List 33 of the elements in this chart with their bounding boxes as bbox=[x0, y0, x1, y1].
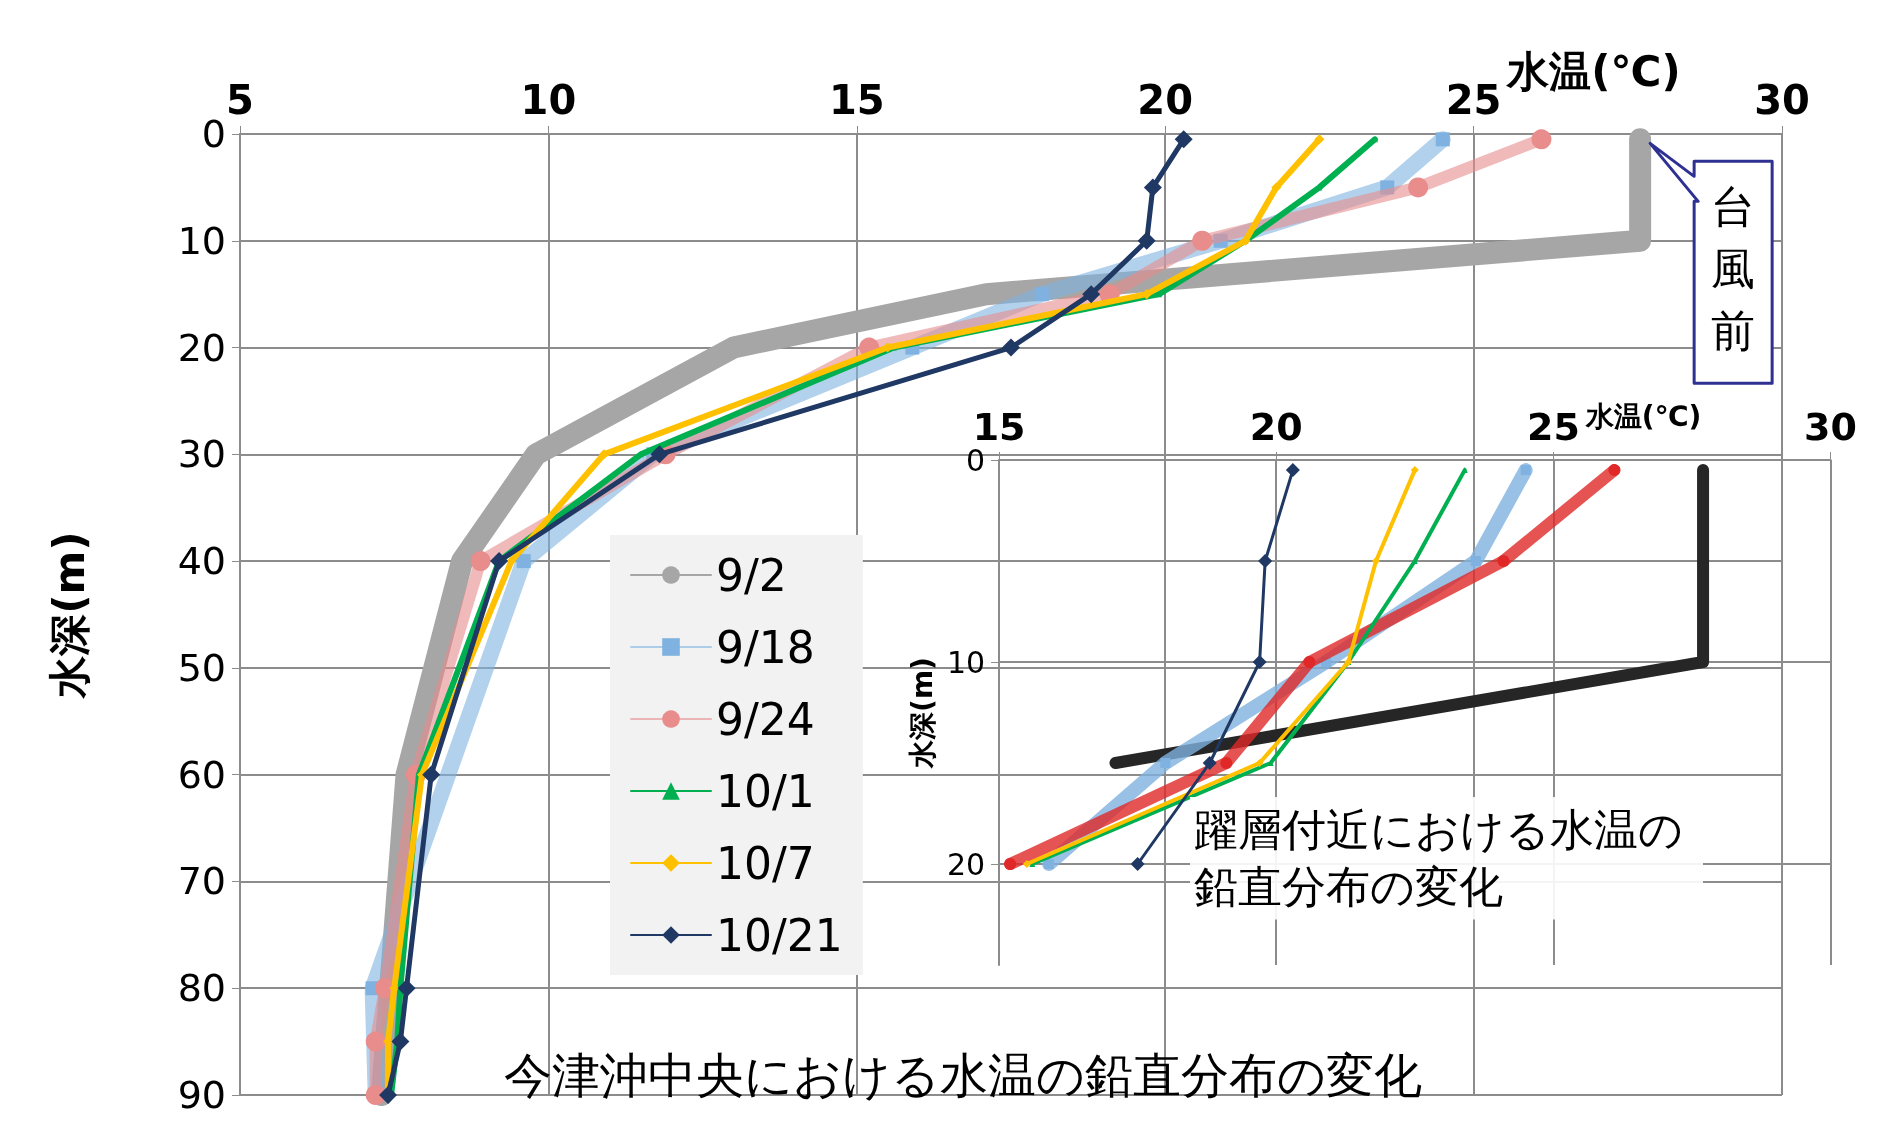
y-tick-label: 0 bbox=[201, 112, 226, 156]
text: 今津沖中央における水温の鉛直分布の変化 bbox=[504, 1047, 1422, 1104]
y-axis-title: 水深(m) bbox=[44, 531, 94, 700]
legend-label: 10/21 bbox=[716, 909, 843, 961]
legend-label: 10/7 bbox=[716, 837, 815, 889]
y-tick-label: 80 bbox=[177, 966, 226, 1011]
legend-label: 10/1 bbox=[716, 765, 815, 817]
y-tick-label: 60 bbox=[177, 752, 226, 797]
y-tick-label: 20 bbox=[946, 846, 986, 882]
legend-label: 9/2 bbox=[716, 549, 787, 601]
y-tick-label: 50 bbox=[177, 645, 226, 690]
y-tick-label: 10 bbox=[177, 218, 226, 263]
x-tick-label: 20 bbox=[1137, 77, 1194, 123]
x-tick-label: 15 bbox=[828, 77, 885, 123]
x-tick-label: 10 bbox=[520, 77, 577, 123]
text: 躍層付近における水温の鉛直分布の変化 bbox=[1194, 804, 1683, 913]
y-tick-label: 10 bbox=[946, 644, 986, 680]
y-tick-label: 40 bbox=[177, 539, 226, 584]
x-tick-label: 30 bbox=[1804, 405, 1857, 449]
x-tick-label: 5 bbox=[226, 77, 254, 123]
x-tick-label: 20 bbox=[1249, 405, 1303, 449]
y-tick-label: 90 bbox=[177, 1073, 226, 1117]
y-tick-label: 70 bbox=[177, 859, 226, 904]
x-tick-label: 30 bbox=[1754, 77, 1810, 123]
x-axis-title: 水温(℃) bbox=[1584, 399, 1702, 433]
y-tick-label: 20 bbox=[177, 325, 226, 370]
x-tick-label: 25 bbox=[1526, 405, 1580, 449]
x-tick-label: 25 bbox=[1445, 77, 1502, 123]
legend-label: 9/18 bbox=[716, 621, 815, 673]
annotation: 台風前 bbox=[1711, 180, 1756, 356]
legend-label: 9/24 bbox=[716, 693, 815, 745]
y-axis-title: 水深(m) bbox=[905, 657, 939, 769]
x-axis-title: 水温(℃) bbox=[1505, 46, 1681, 96]
